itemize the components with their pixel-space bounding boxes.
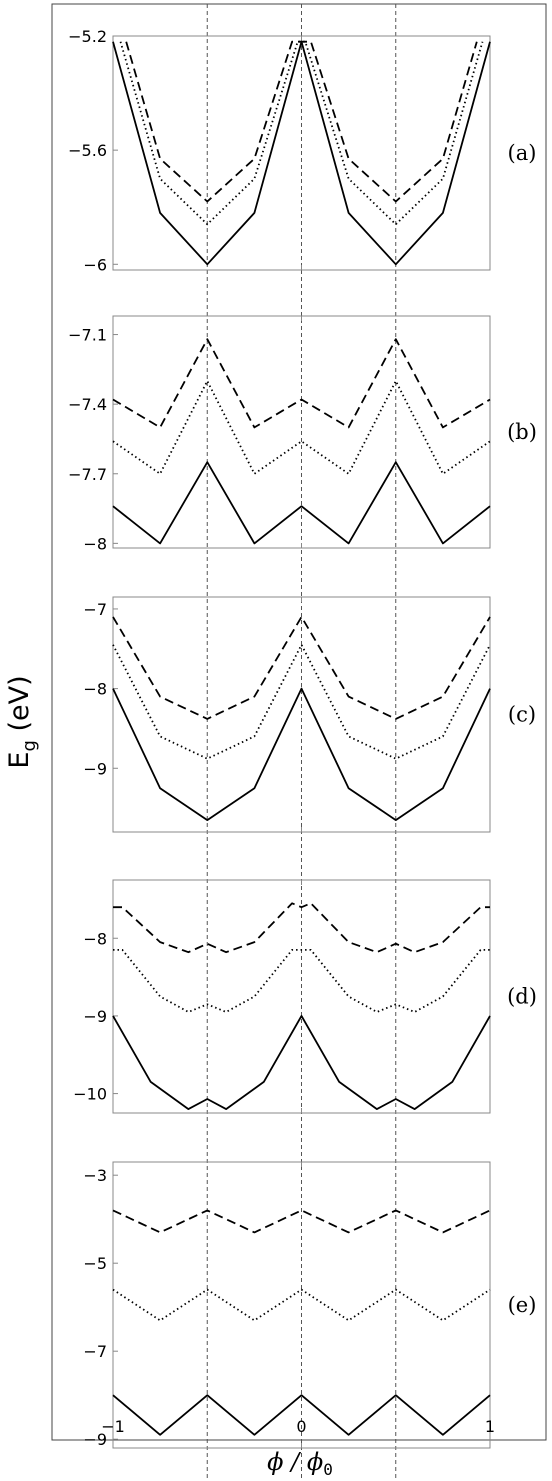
x-tick-label: 0 [296,1417,306,1436]
series-solid [112,1394,491,1436]
y-axis-title: Eg (eV) [4,675,40,768]
y-tick-label: −7 [83,600,107,619]
panel-label: (d) [507,985,537,1009]
y-tick-label: −9 [83,1007,107,1026]
panel-label: (b) [507,420,537,444]
panel-5: −3 −5 −7 −9 (e) [83,1161,537,1449]
y-tick-label: −5.2 [68,27,107,46]
x-axis-title: ϕ / ϕ0 [267,1448,333,1479]
series-dotted [112,1288,491,1322]
y-tick-label: −5.6 [68,141,107,160]
panel-3: −7 −8 −9 (c) [83,596,536,833]
series-solid [112,461,491,545]
series-dotted [119,40,484,226]
series-solid [112,1015,491,1110]
x-axis-title-slash: / [284,1448,307,1476]
y-tick-label: −8 [83,929,107,948]
y-tick-label: −7.7 [68,465,107,484]
vertical-reference-lines [206,4,397,1481]
y-tick-label: −7 [83,1342,107,1361]
panels: −5.2−5.6−6(a)−7.1−7.4−7.7−8(b)−7−8−9(c)−… [68,27,537,1449]
x-axis-title-phi0: ϕ [307,1448,323,1476]
series-dashed [112,616,491,720]
y-axis-title-symbol: E [4,752,35,769]
panel-4: −8 −9 −10 (d) [73,879,537,1114]
series-dashed [125,40,478,203]
x-tick-label: 1 [485,1417,495,1436]
x-axis-title-subscript: 0 [323,1460,333,1479]
y-tick-label: −8 [83,680,107,699]
y-tick-label: −3 [83,1166,107,1185]
panel-label: (a) [508,141,537,165]
series-solid [112,687,491,821]
outer-frame [51,3,547,1441]
series-dotted [112,643,491,760]
series-dashed [113,902,490,954]
y-tick-label: −9 [83,759,107,778]
series-dashed [112,338,491,429]
panel-label: (c) [508,703,536,727]
y-tick-label: −7.1 [68,326,107,345]
y-tick-label: −6 [83,255,107,274]
y-tick-label: −8 [83,534,107,553]
y-tick-label: −9 [83,1430,107,1449]
x-tick-label: −1 [101,1417,125,1436]
panel-1: −5.2 −5.6 −6 (a) [68,27,536,274]
series-dotted [113,949,490,1013]
y-tick-label: −10 [73,1085,107,1104]
y-axis-title-subscript: g [19,740,40,751]
y-tick-label: −7.4 [68,395,107,414]
x-axis-title-phi: ϕ [267,1448,283,1476]
panel-2: −7.1 −7.4 −7.7 −8 (b) [68,315,537,553]
panel-label: (e) [508,1293,537,1317]
y-tick-label: −5 [83,1254,107,1273]
y-axis-title-unit: (eV) [4,675,35,740]
